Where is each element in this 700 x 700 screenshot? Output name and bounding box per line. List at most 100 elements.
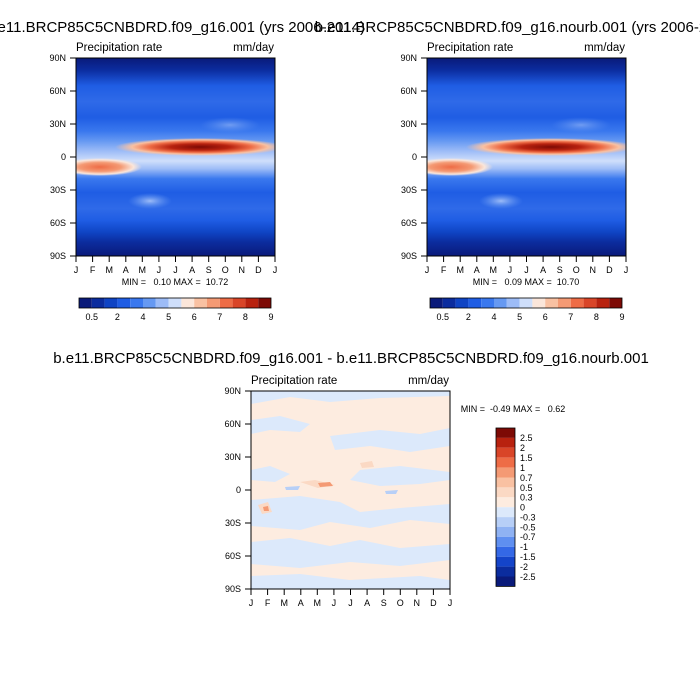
x-tick-label: J [173,265,178,275]
colorbar-cell [532,298,546,308]
panel-difference: b.e11.BRCP85C5CNBDRD.f09_g16.001 - b.e11… [53,350,649,608]
colorbar-cell [168,298,182,308]
positive-region [258,461,374,514]
x-tick-label: D [606,265,613,275]
x-tick-label: J [249,598,254,608]
itcz-south-band [76,158,142,176]
field-background [427,58,626,256]
contour-field [427,58,626,256]
colorbar-cell [496,437,515,448]
colorbar-cell [130,298,143,308]
colorbar-cell [181,298,195,308]
x-tick-label: J [508,265,513,275]
x-tick-label: J [74,265,79,275]
colorbar-label: 1 [520,463,525,473]
colorbar-label: -0.7 [520,532,536,542]
y-tick-label: 30N [400,119,417,129]
colorbar-cell [91,298,105,308]
x-tick-label: F [265,598,271,608]
units-label: mm/day [408,375,449,387]
y-tick-label: 90S [50,251,66,261]
x-tick-label: A [298,598,304,608]
colorbar-label: 1.5 [520,453,533,463]
negative-region [251,391,450,589]
x-tick-label: N [590,265,597,275]
min-max-label: MIN = -0.49 MAX = 0.62 [461,404,566,414]
y-tick-label: 30S [50,185,66,195]
itcz-south-band [427,158,493,176]
x-tick-label: J [524,265,529,275]
colorbar-label: 5 [166,312,171,322]
pale-blob [200,117,260,133]
x-tick-label: J [157,265,162,275]
colorbar-label: 0.3 [520,493,533,503]
x-tick-label: N [414,598,421,608]
x-tick-label: O [573,265,580,275]
y-tick-label: 90S [225,584,241,594]
colorbar-cell [143,298,156,308]
x-tick-label: F [90,265,96,275]
min-max-label: MIN = 0.10 MAX = 10.72 [122,277,229,287]
colorbar-label: 2 [115,312,120,322]
variable-label: Precipitation rate [251,375,337,387]
x-tick-label: S [381,598,387,608]
x-tick-label: S [557,265,563,275]
colorbar-cell [219,298,233,308]
itcz-north-band [115,138,275,156]
colorbar-cell [104,298,118,308]
colorbar-label: 2 [466,312,471,322]
colorbar-cell [207,298,220,308]
colorbar-cell [194,298,207,308]
y-tick-label: 60S [50,218,66,228]
panel-nourb-run: b.e11.BRCP85C5CNBDRD.f09_g16.nourb.001 (… [315,19,700,322]
y-tick-label: 0 [236,485,241,495]
colorbar-cell [496,527,515,537]
colorbar-label: 0 [520,503,525,513]
min-max-label: MIN = 0.09 MAX = 10.70 [473,277,580,287]
pale-blob [551,117,611,133]
x-axis-ticks: J F M A M J J A S O N D J [249,589,452,608]
x-tick-label: J [624,265,629,275]
y-tick-label: 90S [401,251,417,261]
colorbar-label: 8 [243,312,248,322]
colorbar-cell [496,517,515,527]
y-tick-label: 60S [225,551,241,561]
colorbar-label: 2 [520,443,525,453]
x-tick-label: A [189,265,195,275]
weak-negative-region [285,486,398,494]
itcz-north-band [466,138,626,156]
y-tick-label: 30N [224,452,241,462]
colorbar-label: 9 [268,312,273,322]
colorbar-label: 4 [140,312,145,322]
colorbar-cell [496,487,515,498]
colorbar-cell [496,497,515,508]
colorbar-cell [596,298,610,308]
colorbar-cell [496,428,515,438]
x-axis-ticks: J F M A M J J A S O N D J [74,256,278,275]
colorbar-frame [78,297,272,309]
y-tick-label: 30S [225,518,241,528]
x-tick-label: M [139,265,147,275]
x-tick-label: J [273,265,278,275]
colorbar-cell [155,298,169,308]
strong-positive-region [263,482,333,511]
colorbar-cell [232,298,246,308]
x-tick-label: D [255,265,262,275]
colorbar-cell [496,467,515,478]
colorbar-cell [245,298,259,308]
units-label: mm/day [233,42,274,54]
colorbar-label: 6 [543,312,548,322]
colorbar-cell [506,298,520,308]
y-tick-label: 30N [49,119,66,129]
contour-field [251,391,450,589]
panel-title: b.e11.BRCP85C5CNBDRD.f09_g16.nourb.001 (… [315,19,700,36]
colorbar-cell [117,298,131,308]
colorbar-cell [258,298,271,308]
colorbar: 0.5 2 4 5 6 7 8 9 [78,297,274,322]
x-tick-label: O [397,598,404,608]
colorbar-cell [496,556,515,567]
colorbar-cell [496,477,515,488]
colorbar-label: 7 [217,312,222,322]
colorbar-label: 2.5 [520,433,533,443]
x-tick-label: A [474,265,480,275]
